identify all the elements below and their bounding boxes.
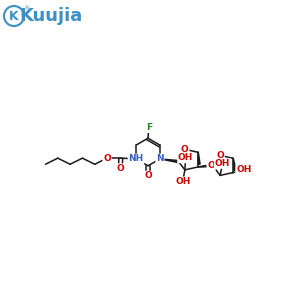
Text: O: O	[103, 154, 111, 163]
Text: NH: NH	[128, 154, 144, 164]
Text: OH: OH	[236, 165, 251, 174]
Text: O: O	[144, 171, 152, 180]
Text: OH: OH	[178, 154, 193, 163]
Text: ®: ®	[23, 7, 29, 11]
Text: OH: OH	[175, 177, 190, 186]
Polygon shape	[233, 158, 236, 170]
Text: N: N	[156, 154, 164, 164]
Text: O: O	[181, 145, 189, 154]
Text: Kuujia: Kuujia	[20, 7, 82, 25]
Text: O: O	[216, 151, 224, 160]
Text: K: K	[9, 10, 19, 22]
Polygon shape	[211, 166, 214, 168]
Polygon shape	[198, 165, 211, 167]
Polygon shape	[198, 152, 200, 164]
Text: O: O	[207, 161, 215, 170]
Polygon shape	[160, 159, 179, 163]
Text: O: O	[116, 164, 124, 173]
Text: F: F	[146, 123, 152, 132]
Text: OH: OH	[215, 159, 230, 168]
